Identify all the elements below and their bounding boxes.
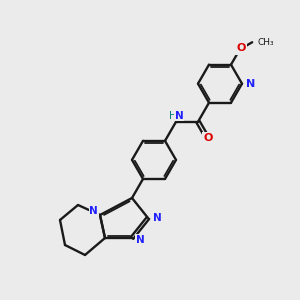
Text: N: N — [153, 213, 162, 223]
Text: N: N — [136, 235, 145, 245]
Text: O: O — [203, 133, 212, 143]
Text: CH₃: CH₃ — [257, 38, 274, 47]
Text: H: H — [169, 111, 177, 121]
Text: N: N — [246, 79, 255, 89]
Text: O: O — [236, 44, 245, 53]
Text: N: N — [89, 206, 98, 216]
Text: N: N — [175, 111, 183, 121]
